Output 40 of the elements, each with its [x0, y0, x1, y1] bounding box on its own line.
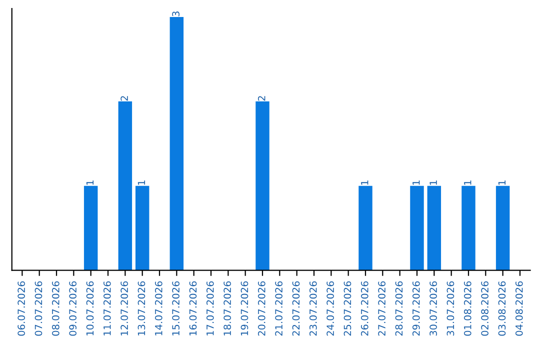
x-tick-label: 29.07.2026	[412, 281, 420, 336]
x-tick-label: 10.07.2026	[86, 281, 94, 336]
x-tick-label: 16.07.2026	[189, 281, 197, 336]
x-tick-label: 07.07.2026	[34, 281, 42, 336]
x-tick-label: 13.07.2026	[138, 281, 146, 336]
data-label: 3	[172, 12, 180, 16]
x-tick-label: 11.07.2026	[103, 281, 111, 336]
x-tick-label: 03.08.2026	[498, 281, 506, 336]
x-tick-label: 23.07.2026	[309, 281, 317, 336]
x-tick-label: 09.07.2026	[69, 281, 76, 336]
x-tick-label: 19.07.2026	[240, 281, 248, 336]
data-label: 1	[86, 180, 94, 185]
x-tick-label: 14.07.2026	[154, 281, 162, 336]
x-tick-label: 20.07.2026	[258, 281, 266, 336]
data-label: 1	[412, 180, 420, 185]
data-label: 1	[430, 180, 437, 185]
data-label: 1	[464, 180, 472, 185]
x-tick-label: 12.07.2026	[120, 281, 128, 336]
x-tick-label: 01.08.2026	[464, 281, 472, 336]
x-tick-label: 22.07.2026	[292, 281, 300, 336]
x-tick-label: 24.07.2026	[326, 281, 334, 336]
data-label: 1	[498, 180, 506, 185]
x-tick-label: 28.07.2026	[395, 281, 403, 336]
x-tick-label: 25.07.2026	[344, 281, 352, 336]
data-label: 2	[120, 96, 128, 101]
data-label: 1	[138, 180, 146, 185]
x-tick-label: 21.07.2026	[275, 281, 282, 336]
x-tick-label: 30.07.2026	[430, 281, 437, 336]
x-tick-label: 02.08.2026	[481, 281, 488, 336]
x-tick-label: 06.07.2026	[18, 281, 25, 336]
x-tick-label: 26.07.2026	[360, 281, 368, 336]
x-tick-label: 04.08.2026	[515, 281, 523, 336]
x-tick-label: 31.07.2026	[446, 281, 454, 336]
x-tick-label: 15.07.2026	[172, 281, 180, 336]
x-tick-label: 27.07.2026	[378, 281, 386, 336]
x-tick-label: 08.07.2026	[52, 281, 60, 336]
data-label: 1	[361, 180, 368, 185]
x-tick-label: 18.07.2026	[224, 281, 231, 336]
data-label: 2	[258, 96, 266, 101]
x-tick-label: 17.07.2026	[206, 281, 214, 336]
